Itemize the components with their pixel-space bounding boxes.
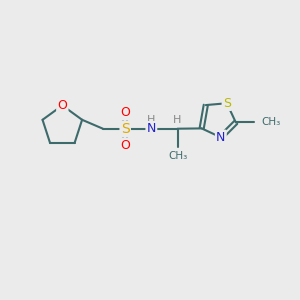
Text: CH₃: CH₃	[168, 151, 187, 161]
Text: H: H	[173, 115, 182, 125]
Text: N: N	[216, 131, 226, 144]
Text: N: N	[147, 122, 156, 135]
Text: S: S	[121, 122, 130, 136]
Text: O: O	[120, 139, 130, 152]
Text: O: O	[120, 106, 130, 119]
Text: CH₃: CH₃	[262, 117, 281, 128]
Text: S: S	[223, 97, 231, 110]
Text: H: H	[147, 115, 155, 125]
Text: O: O	[57, 99, 67, 112]
